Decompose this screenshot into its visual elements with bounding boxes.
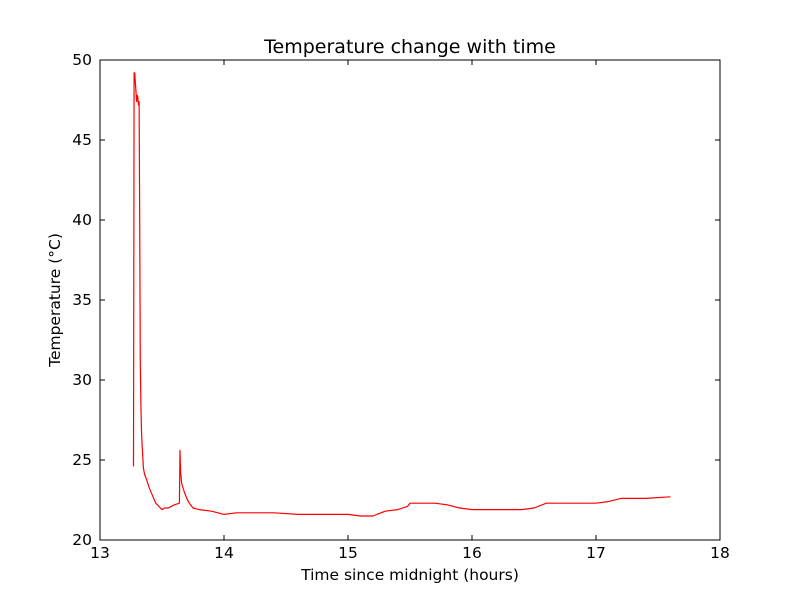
x-tick-label: 13 bbox=[90, 544, 110, 562]
x-tick-label: 18 bbox=[710, 544, 730, 562]
x-tick-label: 14 bbox=[214, 544, 234, 562]
plot-area bbox=[100, 60, 720, 540]
ticks-layer: 13 14 15 16 17 18 20 25 30 35 40 45 50 bbox=[72, 51, 730, 562]
series-layer bbox=[132, 72, 671, 517]
x-tick-label: 15 bbox=[338, 544, 358, 562]
y-tick-label: 30 bbox=[72, 371, 92, 389]
x-tick-label: 16 bbox=[462, 544, 482, 562]
y-tick-label: 20 bbox=[72, 531, 92, 549]
y-tick-label: 40 bbox=[72, 211, 92, 229]
y-tick-label: 50 bbox=[72, 51, 92, 69]
plot-frame bbox=[99, 59, 721, 541]
temperature-series-line bbox=[132, 72, 671, 517]
x-axis-label: Time since midnight (hours) bbox=[300, 566, 519, 584]
y-axis-label: Temperature (°C) bbox=[46, 233, 64, 368]
chart-title: Temperature change with time bbox=[263, 36, 556, 58]
y-tick-label: 45 bbox=[72, 131, 92, 149]
y-tick-label: 25 bbox=[72, 451, 92, 469]
y-tick-label: 35 bbox=[72, 291, 92, 309]
x-tick-label: 17 bbox=[586, 544, 606, 562]
